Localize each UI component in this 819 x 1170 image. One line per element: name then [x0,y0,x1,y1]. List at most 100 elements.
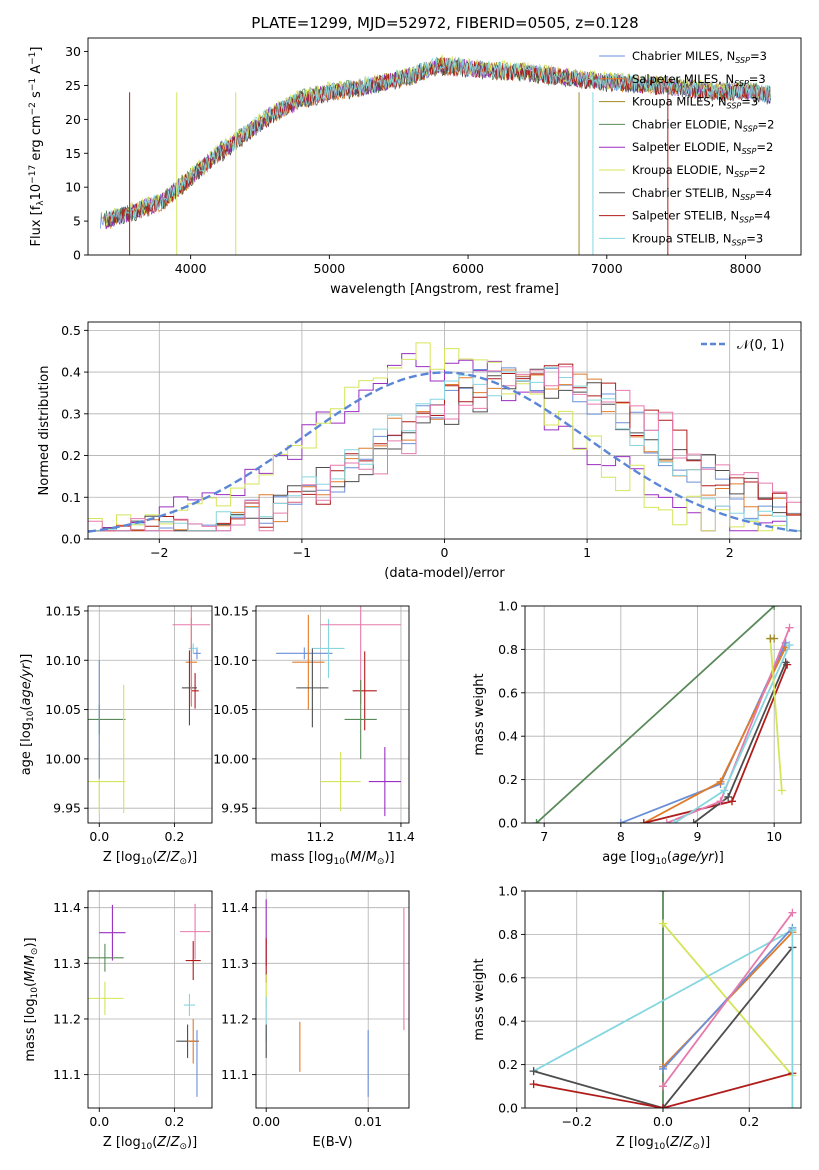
mass-vs-metallicity-panel: 0.0 0.211.111.211.311.4Z [log10(Z/Z⊙)]mas… [23,890,213,1152]
weight-series [662,912,794,1087]
x-tick-label: 0.01 [354,1114,382,1129]
weight-series [769,638,783,791]
legend-entry: Chabrier STELIB, NSSP=4 [632,186,772,202]
label-part: / [23,966,38,971]
y-axis-label: mass weight [472,673,487,755]
x-tick-label: 0.00 [252,1114,280,1129]
y-tick-label: 11.4 [221,900,249,915]
legend-entry-sub: SSP [734,79,749,88]
label-part: )] [19,654,34,664]
label-part: 10 [654,1142,666,1152]
y-tick-label: 10.05 [45,702,81,717]
weight-point [716,777,725,786]
label-part: Z [log [103,1135,141,1150]
weight-point [670,819,679,823]
label-part: Flux [f [29,205,44,246]
label-part: −2 [28,102,38,115]
label-part: Z [669,1135,680,1150]
weight-point [659,1064,667,1073]
legend-entry-sub: SSP [727,102,742,111]
label-part: 10 [334,857,346,867]
y-tick-label: 0.3 [61,406,81,421]
x-tick-label: 2 [726,545,734,560]
y-tick-label: 10.00 [45,751,81,766]
legend-entry-tail: =2 [756,140,773,154]
legend-entry-sub: SSP [739,216,754,225]
label-part: age/yr [672,850,715,865]
y-tick-label: 0.8 [498,927,518,942]
legend-entry-sub: SSP [734,170,749,179]
label-part: M [23,971,38,982]
x-tick-label: 0.0 [89,1114,109,1129]
label-part: M [366,850,377,865]
label-part: Z [log [103,850,141,865]
label-part: )] [23,937,38,947]
label-part: −1 [28,52,38,65]
x-axis-label: Z [log10(Z/Z⊙)] [616,1135,710,1152]
histogram-series [88,367,801,532]
label-part: 10 [141,857,153,867]
y-tick-label: 0.2 [61,448,81,463]
y-tick-label: 11.4 [53,900,81,915]
legend-entry-text: Kroupa MILES, N [632,95,727,109]
x-tick-label: 0.0 [89,829,109,844]
label-part: ] [29,47,44,52]
y-tick-label: 0.0 [498,1101,518,1116]
x-axis-label: age [log10(age/yr)] [602,850,724,867]
y-tick-label: 1.0 [498,599,518,614]
legend-entry: Kroupa STELIB, NSSP=3 [632,231,763,247]
y-tick-label: 0.1 [61,490,81,505]
y-tick-label: 10.10 [213,653,249,668]
label-part: ⊙ [179,1142,187,1152]
legend-entry: Chabrier MILES, NSSP=3 [632,49,767,65]
label-part: )] [384,850,394,865]
legend-entry-sub: SSP [743,124,758,133]
label-part: A [29,65,44,78]
legend-entry-tail: =3 [746,231,763,245]
weight-point [724,792,733,801]
label-part: )] [700,1135,710,1150]
legend-entry: Salpeter STELIB, NSSP=4 [632,209,771,225]
weight-point [532,819,541,823]
x-axis-label: (data-model)/error [384,566,505,581]
legend-entry-tail: =3 [750,49,767,63]
legend-entry-sub: SSP [732,238,747,247]
x-tick-label: 0.0 [653,1114,673,1129]
label-part: Z [156,850,167,865]
weight-point [616,819,625,823]
label-part: )] [714,850,724,865]
spectrum-series [109,57,771,224]
weight-series [535,606,775,823]
x-axis-label: Z [log10(Z/Z⊙)] [103,850,197,867]
label-part: ( [152,1135,157,1150]
x-tick-label: 7000 [591,261,623,276]
y-tick-label: 9.95 [53,801,81,816]
weight-point [770,606,779,610]
weight-point [659,1082,667,1091]
age-vs-mass-panel: 11.2 11.4 9.95 10.00 10.05 10.10 10.15 mass [lo… [213,603,415,867]
label-part: erg cm [29,115,44,164]
label-part: / [166,1135,171,1150]
x-tick-label: 8 [617,829,625,844]
label-part: wavelength [Angstrom, rest frame] [330,282,559,297]
weight-point [770,634,779,643]
y-tick-label: 10.10 [45,653,81,668]
weight-point [781,658,790,667]
x-tick-label: 1 [583,545,591,560]
y-tick-label: 10.15 [45,603,81,618]
x-tick-label: 11.4 [387,829,415,844]
histogram-series [88,366,801,532]
axes-frame [255,890,410,1109]
label-part: / [361,850,366,865]
y-axis-label: Flux [fλ10−17 erg cm−2 s−1 A−1] [28,47,46,247]
label-part: ⊙ [30,948,40,956]
legend-entry: Salpeter MILES, NSSP=3 [632,72,766,88]
y-tick-label: 11.2 [221,1011,249,1026]
label-part: )] [187,1135,197,1150]
weight-point [728,797,736,806]
y-tick-label: 1.0 [498,884,518,899]
legend-entry-tail: =4 [755,186,772,200]
legend-entry-text: Chabrier STELIB, N [632,186,740,200]
label-part: 10 [141,1142,153,1152]
y-tick-label: 10.15 [213,603,249,618]
